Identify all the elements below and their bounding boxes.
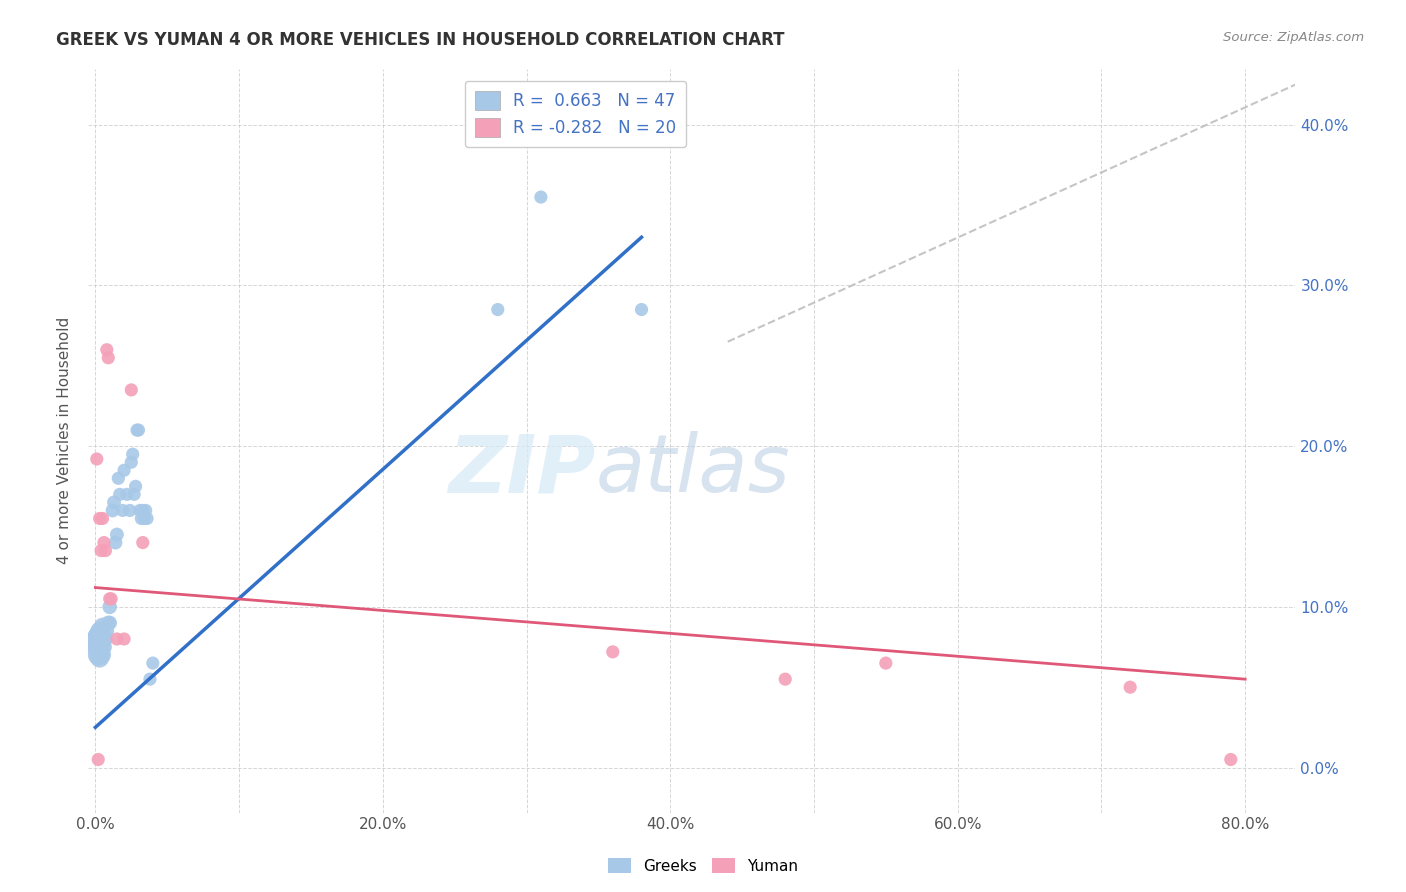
Point — [142, 656, 165, 670]
Point — [124, 479, 146, 493]
Point — [120, 383, 142, 397]
Point — [127, 423, 149, 437]
Point — [90, 645, 112, 659]
Point — [89, 635, 111, 649]
Point — [96, 343, 118, 357]
Point — [104, 535, 127, 549]
Point — [97, 615, 120, 630]
Point — [94, 632, 117, 646]
Point — [105, 527, 128, 541]
Point — [1219, 752, 1241, 766]
Point — [139, 672, 162, 686]
Point — [87, 640, 110, 654]
Point — [91, 635, 114, 649]
Point — [103, 495, 125, 509]
Text: GREEK VS YUMAN 4 OR MORE VEHICLES IN HOUSEHOLD CORRELATION CHART: GREEK VS YUMAN 4 OR MORE VEHICLES IN HOU… — [56, 31, 785, 49]
Point — [136, 511, 159, 525]
Point — [98, 615, 121, 630]
Point — [112, 463, 135, 477]
Point — [128, 503, 150, 517]
Point — [98, 591, 121, 606]
Point — [91, 648, 114, 662]
Point — [486, 302, 509, 317]
Legend: Greeks, Yuman: Greeks, Yuman — [602, 852, 804, 880]
Text: ZIP: ZIP — [449, 432, 595, 509]
Point — [87, 752, 110, 766]
Point — [93, 629, 115, 643]
Y-axis label: 4 or more Vehicles in Household: 4 or more Vehicles in Household — [58, 317, 72, 564]
Point — [101, 503, 124, 517]
Point — [89, 651, 111, 665]
Point — [87, 629, 110, 643]
Point — [131, 511, 153, 525]
Point — [105, 632, 128, 646]
Point — [134, 511, 156, 525]
Point — [132, 503, 155, 517]
Point — [135, 503, 157, 517]
Point — [87, 648, 110, 662]
Point — [1119, 680, 1142, 694]
Point — [121, 447, 143, 461]
Point — [91, 619, 114, 633]
Point — [107, 471, 129, 485]
Point — [125, 423, 148, 437]
Point — [120, 455, 142, 469]
Point — [91, 511, 114, 525]
Point — [90, 632, 112, 646]
Point — [115, 487, 138, 501]
Point — [630, 302, 652, 317]
Point — [111, 503, 134, 517]
Point — [602, 645, 624, 659]
Point — [132, 535, 155, 549]
Point — [100, 591, 122, 606]
Point — [98, 599, 121, 614]
Point — [96, 624, 118, 638]
Point — [86, 632, 108, 646]
Point — [89, 624, 111, 638]
Point — [97, 351, 120, 365]
Legend: R =  0.663   N = 47, R = -0.282   N = 20: R = 0.663 N = 47, R = -0.282 N = 20 — [465, 80, 686, 147]
Point — [530, 190, 553, 204]
Point — [122, 487, 145, 501]
Point — [93, 535, 115, 549]
Point — [108, 487, 131, 501]
Point — [86, 452, 108, 467]
Text: Source: ZipAtlas.com: Source: ZipAtlas.com — [1223, 31, 1364, 45]
Point — [90, 543, 112, 558]
Point — [112, 632, 135, 646]
Point — [94, 543, 117, 558]
Point — [93, 640, 115, 654]
Point — [86, 640, 108, 654]
Point — [773, 672, 796, 686]
Point — [875, 656, 897, 670]
Point — [89, 511, 111, 525]
Point — [118, 503, 141, 517]
Text: atlas: atlas — [595, 432, 790, 509]
